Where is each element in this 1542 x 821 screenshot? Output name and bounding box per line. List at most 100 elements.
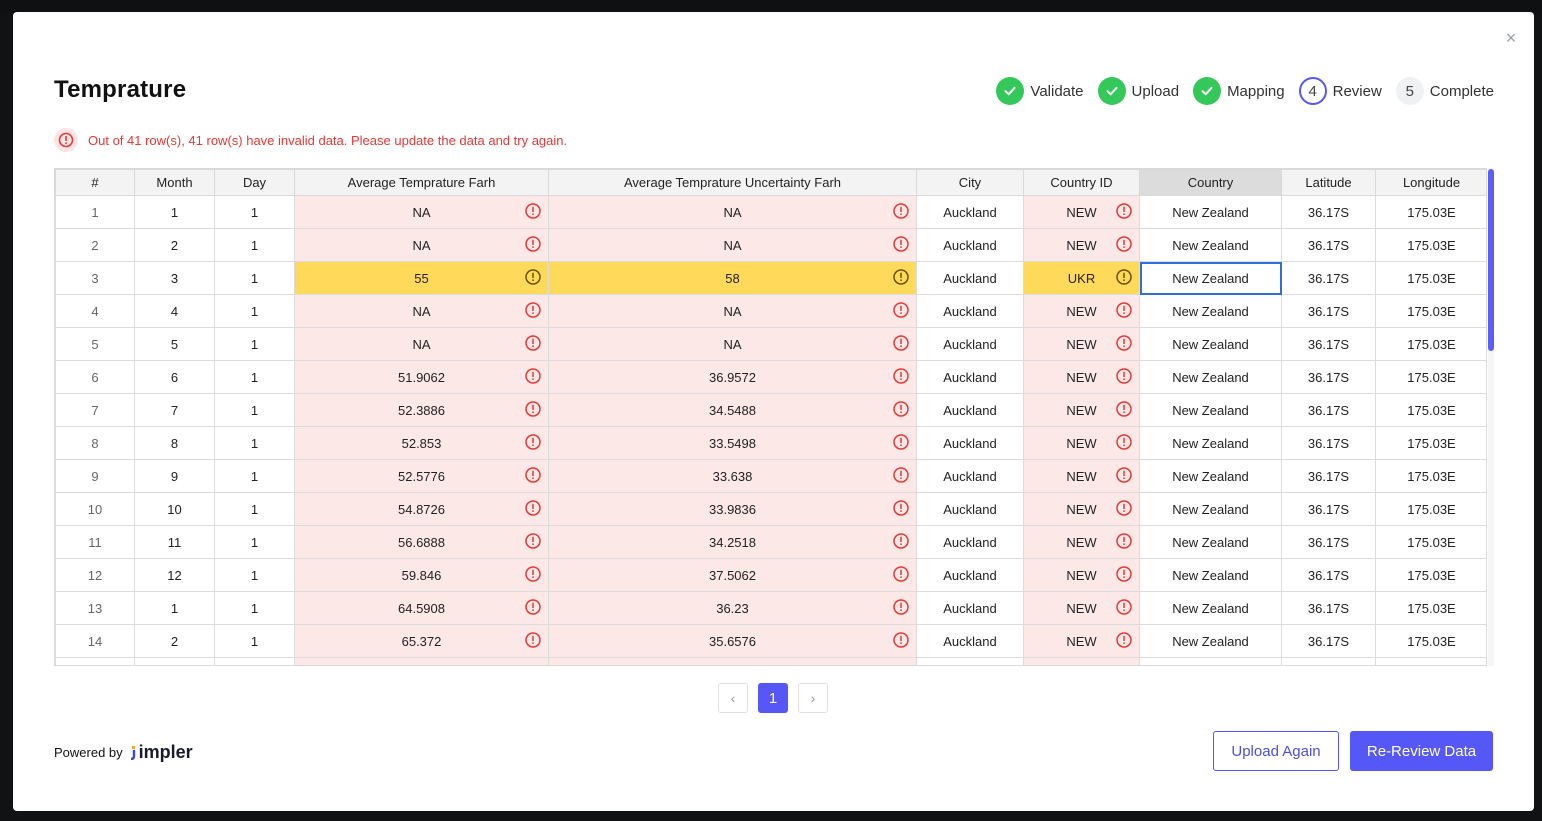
city-cell[interactable]: Auckland — [916, 591, 1024, 625]
latitude-cell[interactable]: 36.17S — [1281, 459, 1376, 493]
close-icon[interactable]: × — [1505, 28, 1517, 48]
error-icon[interactable] — [893, 533, 909, 549]
country-cell[interactable]: New Zealand — [1139, 558, 1282, 592]
month-cell[interactable]: 8 — [134, 426, 215, 460]
longitude-cell[interactable]: 175.03E — [1375, 228, 1486, 262]
city-cell[interactable]: Auckland — [916, 360, 1024, 394]
country-cell[interactable]: New Zealand — [1139, 624, 1282, 658]
uncertainty-cell[interactable] — [548, 657, 917, 666]
city-cell[interactable]: Auckland — [916, 492, 1024, 526]
city-cell[interactable]: Auckland — [916, 261, 1024, 295]
country-cell[interactable] — [1139, 657, 1282, 665]
country-cell[interactable]: New Zealand — [1139, 459, 1282, 493]
error-icon[interactable] — [1116, 335, 1132, 351]
error-icon[interactable] — [525, 533, 541, 549]
error-icon[interactable] — [893, 566, 909, 582]
average-temprature-cell[interactable]: 52.3886 — [294, 393, 549, 427]
longitude-cell[interactable]: 175.03E — [1375, 360, 1486, 394]
country-id-cell[interactable]: NEW — [1023, 195, 1140, 229]
country-id-cell[interactable]: NEW — [1023, 360, 1140, 394]
average-temprature-cell[interactable]: 64.5908 — [294, 591, 549, 625]
uncertainty-cell[interactable]: 35.6576 — [548, 624, 917, 658]
error-icon[interactable] — [893, 335, 909, 351]
average-temprature-cell[interactable]: 56.6888 — [294, 525, 549, 559]
country-cell[interactable]: New Zealand — [1139, 195, 1282, 229]
uncertainty-cell[interactable]: 33.5498 — [548, 426, 917, 460]
latitude-cell[interactable]: 36.17S — [1281, 327, 1376, 361]
column-header-country[interactable]: Country — [1139, 169, 1282, 196]
longitude-cell[interactable]: 175.03E — [1375, 327, 1486, 361]
average-temprature-cell[interactable]: 51.9062 — [294, 360, 549, 394]
uncertainty-cell[interactable]: 36.23 — [548, 591, 917, 625]
day-cell[interactable]: 1 — [214, 261, 295, 295]
scrollbar-thumb[interactable] — [1488, 169, 1494, 351]
country-cell[interactable]: New Zealand — [1139, 591, 1282, 625]
warning-icon[interactable] — [893, 269, 909, 285]
error-icon[interactable] — [893, 302, 909, 318]
uncertainty-cell[interactable]: 33.9836 — [548, 492, 917, 526]
month-cell[interactable]: 1 — [134, 591, 215, 625]
average-temprature-cell[interactable]: 52.853 — [294, 426, 549, 460]
error-icon[interactable] — [893, 401, 909, 417]
error-icon[interactable] — [893, 203, 909, 219]
city-cell[interactable]: Auckland — [916, 558, 1024, 592]
error-icon[interactable] — [1116, 434, 1132, 450]
month-cell[interactable] — [134, 657, 215, 665]
city-cell[interactable]: Auckland — [916, 525, 1024, 559]
longitude-cell[interactable]: 175.03E — [1375, 261, 1486, 295]
latitude-cell[interactable]: 36.17S — [1281, 492, 1376, 526]
column-header-country-id[interactable]: Country ID — [1023, 169, 1140, 196]
error-icon[interactable] — [1116, 203, 1132, 219]
day-cell[interactable]: 1 — [214, 525, 295, 559]
error-icon[interactable] — [1116, 467, 1132, 483]
uncertainty-cell[interactable]: 34.5488 — [548, 393, 917, 427]
latitude-cell[interactable] — [1281, 657, 1376, 665]
longitude-cell[interactable]: 175.03E — [1375, 393, 1486, 427]
error-icon[interactable] — [1116, 665, 1132, 666]
latitude-cell[interactable]: 36.17S — [1281, 558, 1376, 592]
country-id-cell[interactable]: NEW — [1023, 459, 1140, 493]
country-cell[interactable]: New Zealand — [1139, 426, 1282, 460]
error-icon[interactable] — [525, 665, 541, 666]
error-icon[interactable] — [893, 632, 909, 648]
city-cell[interactable]: Auckland — [916, 624, 1024, 658]
uncertainty-cell[interactable]: 33.638 — [548, 459, 917, 493]
month-cell[interactable]: 9 — [134, 459, 215, 493]
country-id-cell[interactable]: UKR — [1023, 261, 1140, 295]
error-icon[interactable] — [893, 665, 909, 666]
day-cell[interactable]: 1 — [214, 459, 295, 493]
country-id-cell[interactable]: NEW — [1023, 327, 1140, 361]
column-header-row-number[interactable]: # — [55, 169, 135, 196]
latitude-cell[interactable]: 36.17S — [1281, 591, 1376, 625]
day-cell[interactable]: 1 — [214, 195, 295, 229]
country-id-cell[interactable] — [1023, 657, 1140, 666]
average-temprature-cell[interactable]: NA — [294, 228, 549, 262]
average-temprature-cell[interactable]: 59.846 — [294, 558, 549, 592]
column-header-day[interactable]: Day — [214, 169, 295, 196]
error-icon[interactable] — [1116, 236, 1132, 252]
city-cell[interactable]: Auckland — [916, 294, 1024, 328]
error-icon[interactable] — [1116, 566, 1132, 582]
error-icon[interactable] — [1116, 533, 1132, 549]
page-1-button[interactable]: 1 — [758, 683, 788, 713]
error-icon[interactable] — [525, 203, 541, 219]
month-cell[interactable]: 12 — [134, 558, 215, 592]
city-cell[interactable]: Auckland — [916, 228, 1024, 262]
uncertainty-cell[interactable]: NA — [548, 228, 917, 262]
error-icon[interactable] — [525, 566, 541, 582]
uncertainty-cell[interactable]: 36.9572 — [548, 360, 917, 394]
average-temprature-cell[interactable]: 65.372 — [294, 624, 549, 658]
country-cell[interactable]: New Zealand — [1139, 360, 1282, 394]
month-cell[interactable]: 1 — [134, 195, 215, 229]
month-cell[interactable]: 6 — [134, 360, 215, 394]
longitude-cell[interactable]: 175.03E — [1375, 525, 1486, 559]
error-icon[interactable] — [525, 335, 541, 351]
city-cell[interactable]: Auckland — [916, 459, 1024, 493]
average-temprature-cell[interactable]: 52.5776 — [294, 459, 549, 493]
latitude-cell[interactable]: 36.17S — [1281, 261, 1376, 295]
day-cell[interactable]: 1 — [214, 426, 295, 460]
city-cell[interactable]: Auckland — [916, 426, 1024, 460]
average-temprature-cell[interactable]: NA — [294, 327, 549, 361]
error-icon[interactable] — [525, 236, 541, 252]
error-icon[interactable] — [1116, 368, 1132, 384]
